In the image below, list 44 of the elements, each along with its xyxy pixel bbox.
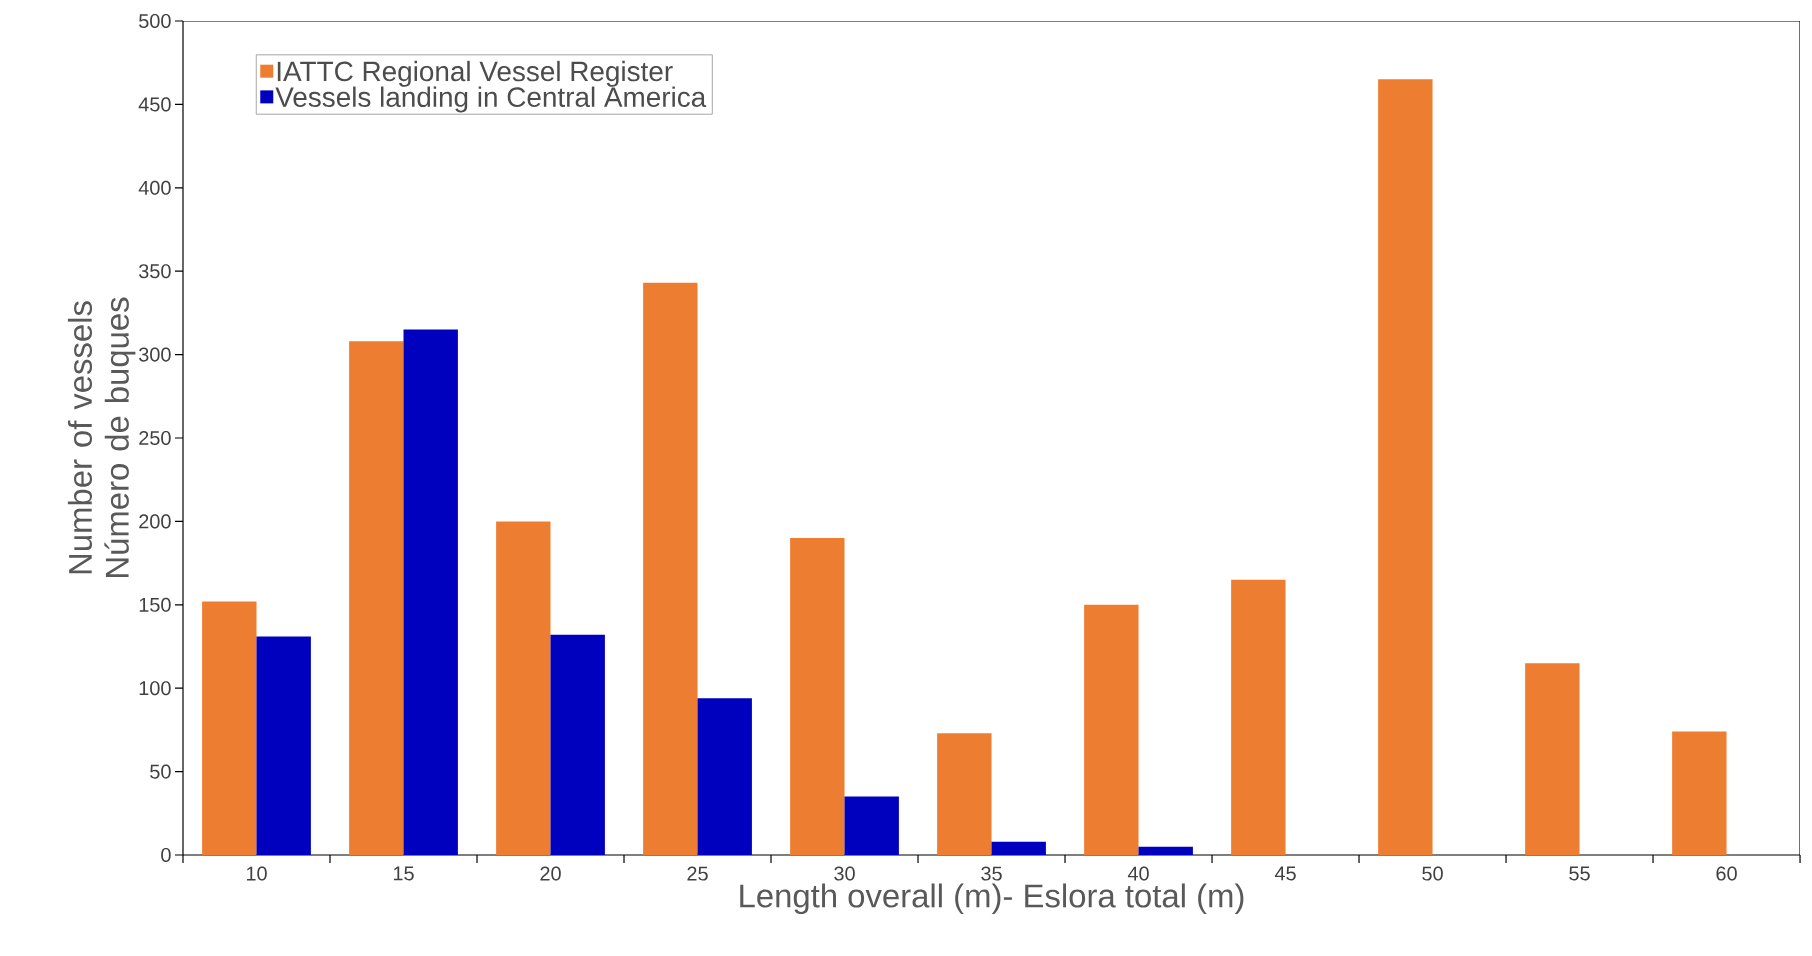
bar	[202, 601, 257, 855]
x-tick-label: 25	[687, 866, 708, 881]
bar	[349, 341, 404, 855]
x-tick-label: 15	[393, 866, 414, 881]
bar	[550, 634, 605, 855]
x-axis-title: Length overall (m)- Eslora total (m)	[740, 883, 1244, 915]
bar	[1138, 846, 1193, 855]
legend-label: Vessels landing in Central America	[275, 86, 707, 113]
y-tick-label: 300	[139, 347, 171, 362]
y-tick-label: 50	[150, 764, 171, 779]
y-tick-label: 100	[139, 681, 171, 696]
x-tick-label: 55	[1569, 866, 1590, 881]
bar	[403, 329, 458, 855]
y-tick-label: 250	[139, 430, 171, 446]
bar	[991, 841, 1046, 855]
bar	[844, 796, 899, 855]
y-tick-label: 350	[139, 264, 171, 279]
y-tick-label: 500	[139, 13, 171, 29]
bar	[1525, 663, 1580, 855]
x-tick-label: 30	[834, 866, 855, 881]
y-tick-label: 400	[138, 180, 171, 195]
y-tick-label: 450	[138, 97, 171, 112]
x-tick-label: 40	[1127, 866, 1149, 881]
y-tick-label: 200	[139, 514, 171, 529]
bar	[790, 538, 845, 855]
bar	[643, 282, 698, 855]
x-tick-label: 60	[1716, 866, 1737, 881]
x-tick-label: 35	[981, 866, 1002, 881]
bar	[1231, 579, 1286, 855]
bar	[256, 636, 311, 855]
x-tick-label: 45	[1274, 866, 1296, 881]
x-tick-label: 50	[1422, 866, 1443, 881]
bar	[697, 698, 752, 855]
x-tick-label: 10	[246, 866, 267, 881]
y-axis-title: Number of vessels Número de buques	[67, 297, 136, 577]
bar	[496, 521, 551, 855]
x-tick-label: 20	[540, 866, 561, 881]
bar	[1672, 731, 1727, 855]
bar	[1378, 79, 1433, 855]
bar	[937, 733, 992, 855]
bar	[1084, 604, 1139, 855]
y-tick-label: 0	[161, 847, 171, 863]
legend-label: IATTC Regional Vessel Register	[277, 60, 673, 87]
y-tick-label: 150	[139, 597, 171, 612]
